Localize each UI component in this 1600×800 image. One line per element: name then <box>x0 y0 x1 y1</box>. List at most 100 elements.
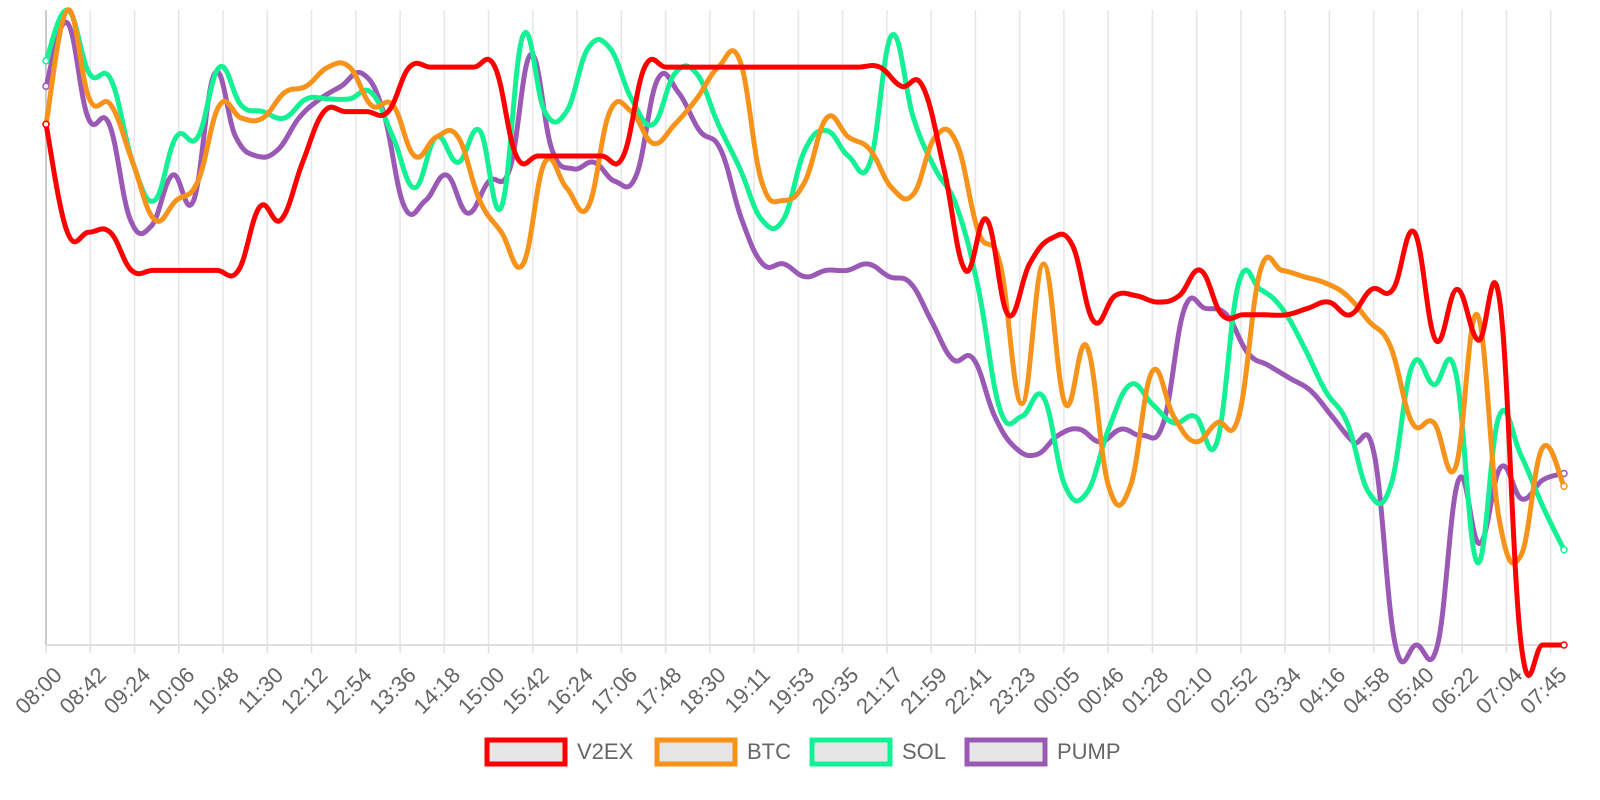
data-point[interactable] <box>173 198 179 203</box>
data-point[interactable] <box>191 198 196 203</box>
data-point[interactable] <box>542 109 547 114</box>
data-point[interactable] <box>455 160 461 165</box>
data-point[interactable] <box>423 198 428 203</box>
data-point[interactable] <box>1041 261 1046 267</box>
data-point[interactable] <box>1161 420 1166 425</box>
data-point[interactable] <box>1279 268 1285 273</box>
data-point[interactable] <box>107 230 113 235</box>
data-point[interactable] <box>591 160 597 165</box>
data-point[interactable] <box>629 96 634 102</box>
data-point[interactable] <box>1366 490 1372 495</box>
data-point[interactable] <box>1214 439 1220 444</box>
data-point[interactable] <box>1308 388 1314 394</box>
data-point[interactable] <box>1176 293 1182 298</box>
data-point[interactable] <box>152 198 157 203</box>
data-point[interactable] <box>1262 312 1267 317</box>
data-point[interactable] <box>1329 414 1335 419</box>
data-point[interactable] <box>236 268 241 273</box>
data-point[interactable] <box>1453 465 1458 470</box>
data-point[interactable] <box>672 71 678 76</box>
data-point[interactable] <box>1034 452 1040 457</box>
data-point[interactable] <box>238 115 244 121</box>
data-point[interactable] <box>369 90 374 95</box>
data-point[interactable] <box>899 84 904 89</box>
data-point[interactable] <box>694 96 699 102</box>
data-point[interactable] <box>321 109 327 114</box>
data-point[interactable] <box>492 64 498 70</box>
data-point[interactable] <box>325 64 331 70</box>
data-point[interactable] <box>844 268 850 273</box>
data-point[interactable] <box>932 166 938 171</box>
data-point[interactable] <box>737 166 743 171</box>
data-point[interactable] <box>149 223 154 229</box>
data-point[interactable] <box>42 120 50 129</box>
data-point[interactable] <box>570 166 576 171</box>
data-point[interactable] <box>217 103 222 108</box>
data-point[interactable] <box>407 64 412 70</box>
data-point[interactable] <box>42 57 50 65</box>
data-point[interactable] <box>564 109 569 114</box>
data-point[interactable] <box>173 134 179 140</box>
data-point[interactable] <box>929 318 934 324</box>
data-point[interactable] <box>727 64 733 70</box>
data-point[interactable] <box>718 147 723 152</box>
data-point[interactable] <box>1279 306 1285 311</box>
data-point[interactable] <box>108 103 114 108</box>
data-point[interactable] <box>233 134 238 140</box>
data-point[interactable] <box>792 64 797 70</box>
data-point[interactable] <box>621 153 626 159</box>
data-point[interactable] <box>1019 401 1025 406</box>
data-point[interactable] <box>260 115 266 121</box>
data-point[interactable] <box>1388 344 1393 349</box>
data-point[interactable] <box>1019 414 1025 419</box>
data-point[interactable] <box>1301 274 1306 279</box>
data-point[interactable] <box>360 71 365 76</box>
data-point[interactable] <box>867 147 873 152</box>
data-point[interactable] <box>759 179 764 184</box>
data-point[interactable] <box>760 261 766 267</box>
data-point[interactable] <box>1149 369 1155 375</box>
data-point[interactable] <box>1477 541 1482 546</box>
data-point[interactable] <box>1390 287 1396 292</box>
data-point[interactable] <box>634 172 639 178</box>
data-point[interactable] <box>450 64 455 70</box>
data-point[interactable] <box>535 153 540 159</box>
data-point[interactable] <box>954 204 959 210</box>
data-point[interactable] <box>1414 642 1419 648</box>
data-point[interactable] <box>128 217 133 222</box>
data-point[interactable] <box>1344 420 1350 425</box>
data-point[interactable] <box>1497 299 1503 305</box>
data-point[interactable] <box>444 172 449 178</box>
data-point[interactable] <box>1305 306 1310 311</box>
data-point[interactable] <box>1063 401 1068 406</box>
data-point[interactable] <box>385 109 391 114</box>
data-point[interactable] <box>1236 414 1241 419</box>
data-point[interactable] <box>672 122 678 127</box>
data-point[interactable] <box>455 134 461 140</box>
data-point[interactable] <box>549 147 555 152</box>
data-point[interactable] <box>1193 439 1198 444</box>
data-point[interactable] <box>770 64 776 70</box>
data-point[interactable] <box>1027 261 1032 267</box>
data-point[interactable] <box>477 198 482 203</box>
data-point[interactable] <box>260 109 266 114</box>
data-point[interactable] <box>1041 395 1046 400</box>
data-point[interactable] <box>1519 642 1524 648</box>
data-point[interactable] <box>275 147 281 152</box>
data-point[interactable] <box>1476 338 1481 343</box>
data-point[interactable] <box>651 122 656 127</box>
data-point[interactable] <box>278 217 284 222</box>
data-point[interactable] <box>1236 280 1241 286</box>
data-point[interactable] <box>42 82 50 90</box>
data-point[interactable] <box>1435 642 1440 648</box>
data-point[interactable] <box>1366 318 1372 324</box>
data-point[interactable] <box>1119 426 1124 432</box>
data-point[interactable] <box>1128 382 1133 387</box>
data-point[interactable] <box>759 217 764 222</box>
data-point[interactable] <box>1540 503 1545 508</box>
data-point[interactable] <box>1540 445 1545 451</box>
data-point[interactable] <box>130 160 135 165</box>
data-point[interactable] <box>1560 546 1568 554</box>
data-point[interactable] <box>1453 369 1458 375</box>
data-point[interactable] <box>1344 293 1350 298</box>
